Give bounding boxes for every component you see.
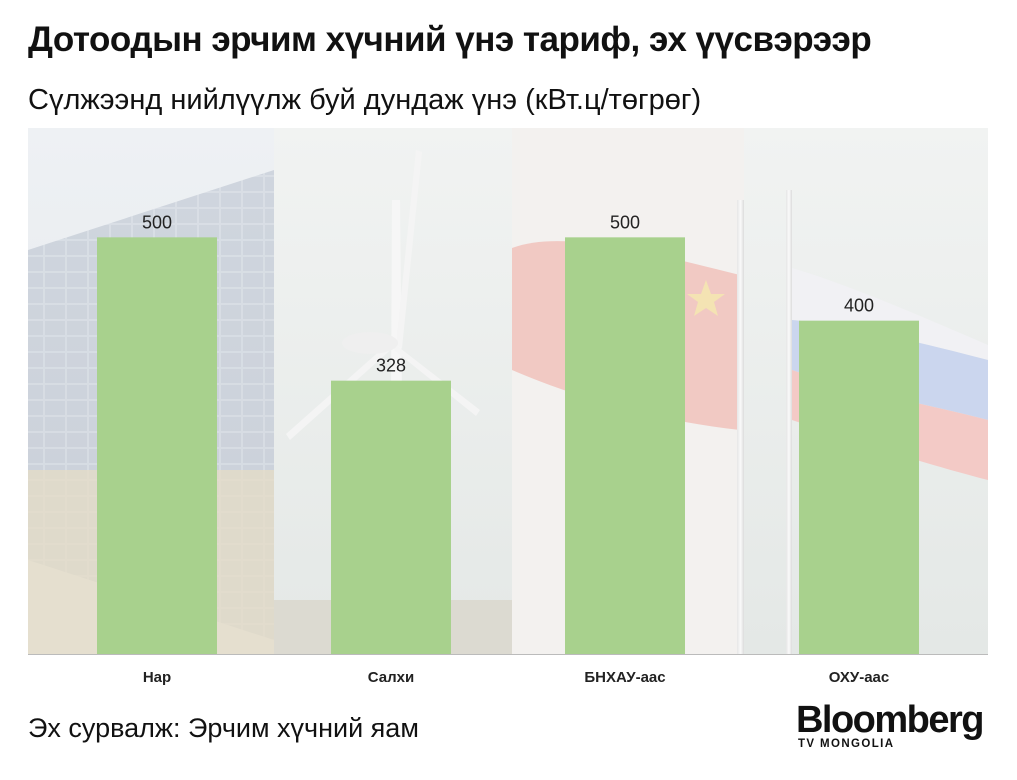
bar-3 <box>565 237 685 655</box>
bars-layer <box>97 237 919 655</box>
value-label-1: 500 <box>142 212 172 232</box>
category-label-1: Нар <box>143 669 171 686</box>
value-label-2: 328 <box>376 356 406 376</box>
page-title: Дотоодын эрчим хүчний үнэ тариф, эх үүсв… <box>28 20 872 59</box>
brand-subtitle: TV MONGOLIA <box>797 738 895 750</box>
bar-4 <box>799 320 919 654</box>
value-label-4: 400 <box>844 296 874 316</box>
bar-1 <box>97 237 217 655</box>
brand-logo: Bloomberg TV MONGOLIA <box>795 699 985 750</box>
category-labels-layer: Нар Салхи БНХАУ-аас ОХУ-аас <box>143 669 889 686</box>
bar-2 <box>331 380 451 654</box>
category-label-3: БНХАУ-аас <box>584 669 665 686</box>
source-note: Эх сурвалж: Эрчим хүчний яам <box>28 713 419 743</box>
category-label-4: ОХУ-аас <box>829 669 889 686</box>
page-subtitle: Сүлжээнд нийлүүлж буй дундаж үнэ (кВт.ц/… <box>28 84 702 116</box>
brand-name: Bloomberg <box>795 699 985 741</box>
value-label-3: 500 <box>610 212 640 232</box>
category-label-2: Салхи <box>368 669 414 686</box>
value-labels-layer: 500 328 500 400 <box>142 212 874 375</box>
